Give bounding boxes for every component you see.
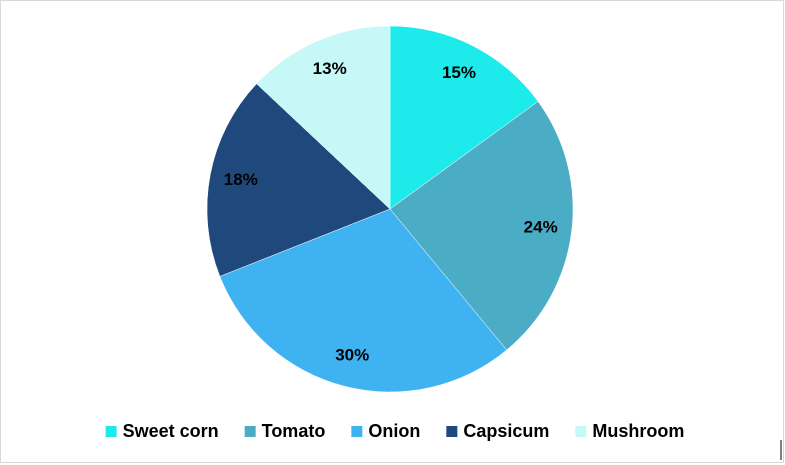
legend-label: Sweet corn	[123, 421, 219, 441]
legend-swatch	[244, 426, 256, 437]
pie-slice	[389, 101, 574, 351]
legend-swatch	[446, 426, 458, 437]
legend-label: Capsicum	[463, 421, 549, 441]
legend-swatch	[105, 426, 117, 437]
legend-swatch	[351, 426, 363, 437]
data-label: 18%	[224, 170, 258, 189]
pie-slice	[219, 208, 508, 393]
pie-slice	[389, 25, 539, 210]
legend-swatch	[575, 426, 587, 437]
data-label: 15%	[442, 63, 476, 82]
data-label: 30%	[335, 346, 369, 365]
legend-label: Onion	[368, 421, 420, 441]
legend-label: Mushroom	[592, 421, 684, 441]
pie-slice	[206, 83, 391, 277]
pie-slice	[256, 25, 391, 210]
data-label: 13%	[313, 59, 347, 78]
legend-label: Tomato	[262, 421, 326, 441]
data-label: 24%	[524, 218, 558, 237]
